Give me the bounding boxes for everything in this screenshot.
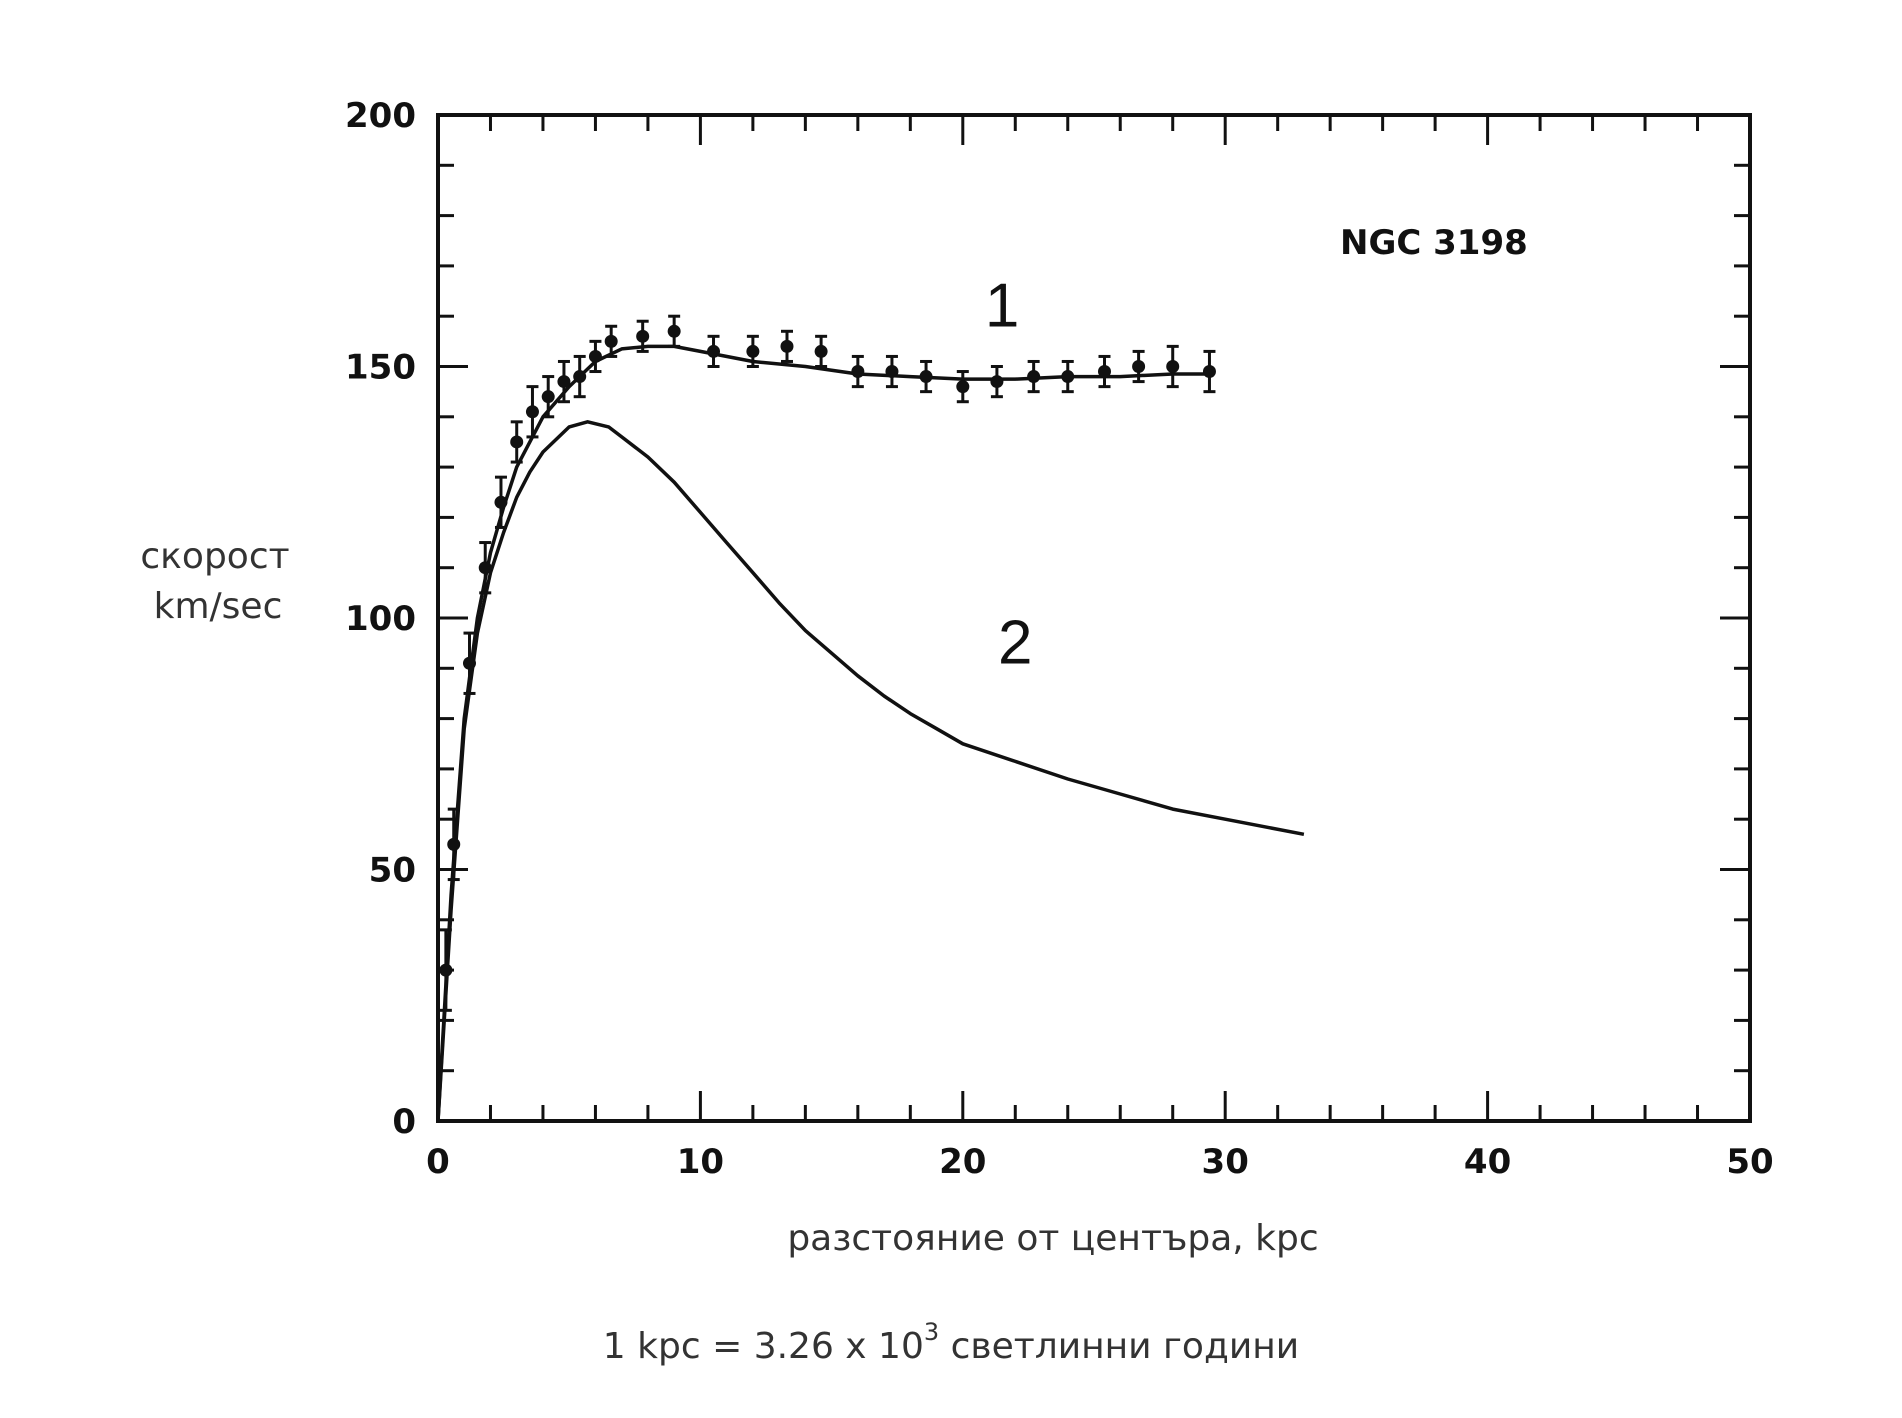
footnote-unit: светлинни години <box>939 1326 1300 1367</box>
y-axis-title-line1: скорост <box>140 536 289 577</box>
data-point <box>990 375 1004 389</box>
data-point <box>780 339 794 353</box>
x-tick-label: 40 <box>1464 1142 1511 1182</box>
minor-ticks <box>438 115 1750 1121</box>
data-point <box>667 324 681 338</box>
data-point <box>447 837 461 851</box>
data-point <box>885 365 899 379</box>
data-point <box>1027 370 1041 384</box>
data-point <box>1132 360 1146 373</box>
data-point <box>588 349 602 363</box>
data-point <box>510 435 524 449</box>
data-point <box>707 344 721 358</box>
x-tick-label: 50 <box>1726 1142 1773 1182</box>
data-point <box>557 375 571 389</box>
data-point <box>525 405 539 419</box>
data-point <box>814 344 828 358</box>
footnote-exponent: 3 <box>923 1318 940 1346</box>
y-tick-label: 50 <box>369 851 416 891</box>
data-point <box>919 370 933 384</box>
galaxy-label: NGC 3198 <box>1340 223 1528 263</box>
plot-frame <box>436 113 1752 1123</box>
footnote-text: 1 kpc = 3.26 x 10 <box>602 1326 924 1367</box>
data-point <box>494 495 508 509</box>
x-tick-label: 20 <box>939 1142 986 1182</box>
curves <box>436 344 1305 1122</box>
y-tick-label: 200 <box>345 96 416 136</box>
x-tick-label: 10 <box>677 1142 724 1182</box>
data-point <box>956 380 970 394</box>
data-point <box>1166 360 1180 373</box>
observed-points <box>439 314 1216 1012</box>
data-point <box>851 365 865 379</box>
data-point <box>1202 365 1216 379</box>
y-axis-title-line2: km/sec <box>154 586 283 627</box>
data-point <box>636 329 650 343</box>
x-tick-labels: 0 10 20 30 40 50 <box>426 1142 1774 1182</box>
data-point <box>478 561 492 575</box>
curve-label-2: 2 <box>998 608 1032 677</box>
data-point <box>462 656 476 670</box>
x-axis-title: разстояние от центъра, kpc <box>787 1218 1318 1259</box>
data-point <box>573 370 587 384</box>
data-point <box>1061 370 1075 384</box>
y-tick-labels: 0 50 100 150 200 <box>345 96 416 1142</box>
y-tick-label: 100 <box>345 599 416 639</box>
data-point <box>1097 365 1111 379</box>
curve-label-1: 1 <box>985 271 1019 340</box>
data-point <box>746 344 760 358</box>
y-tick-label: 150 <box>345 348 416 388</box>
curve-1-line <box>436 344 1213 1122</box>
data-point <box>439 963 453 977</box>
x-tick-label: 0 <box>426 1142 450 1182</box>
curve-2-line <box>436 420 1305 1122</box>
data-point <box>604 334 618 348</box>
major-ticks <box>436 113 1752 1123</box>
x-tick-label: 30 <box>1202 1142 1249 1182</box>
footnote: 1 kpc = 3.26 x 103 светлинни години <box>0 1318 1902 1367</box>
data-point <box>541 390 555 404</box>
y-tick-label: 0 <box>392 1102 416 1142</box>
